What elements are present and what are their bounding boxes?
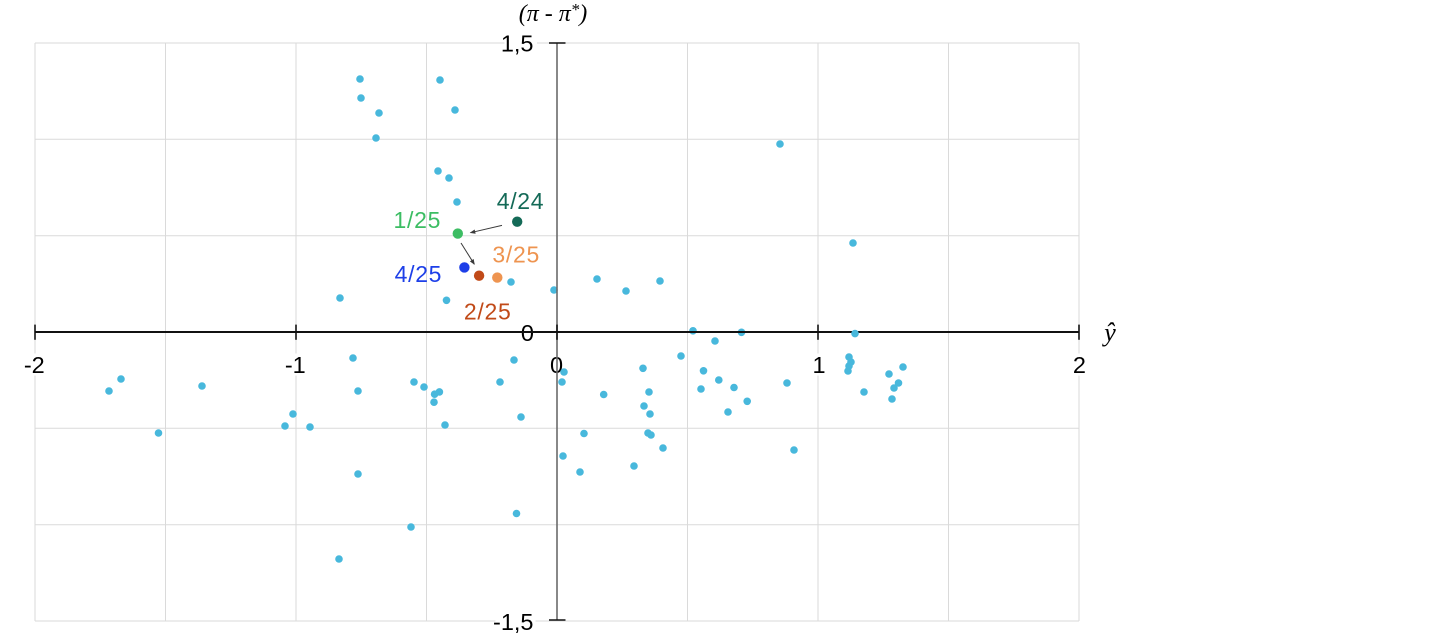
svg-text:2: 2 <box>1073 352 1086 378</box>
svg-text:3/25: 3/25 <box>492 241 540 267</box>
svg-text:1: 1 <box>812 352 825 378</box>
svg-text:4/25: 4/25 <box>395 261 443 287</box>
svg-text:-1,5: -1,5 <box>493 609 534 635</box>
svg-text:-2: -2 <box>24 352 45 378</box>
svg-text:1/25: 1/25 <box>394 207 442 233</box>
svg-text:-1: -1 <box>285 352 306 378</box>
svg-text:1,5: 1,5 <box>501 30 534 56</box>
svg-text:2/25: 2/25 <box>464 298 512 324</box>
svg-text:4/24: 4/24 <box>497 188 545 214</box>
svg-text:ŷ: ŷ <box>1101 318 1116 347</box>
